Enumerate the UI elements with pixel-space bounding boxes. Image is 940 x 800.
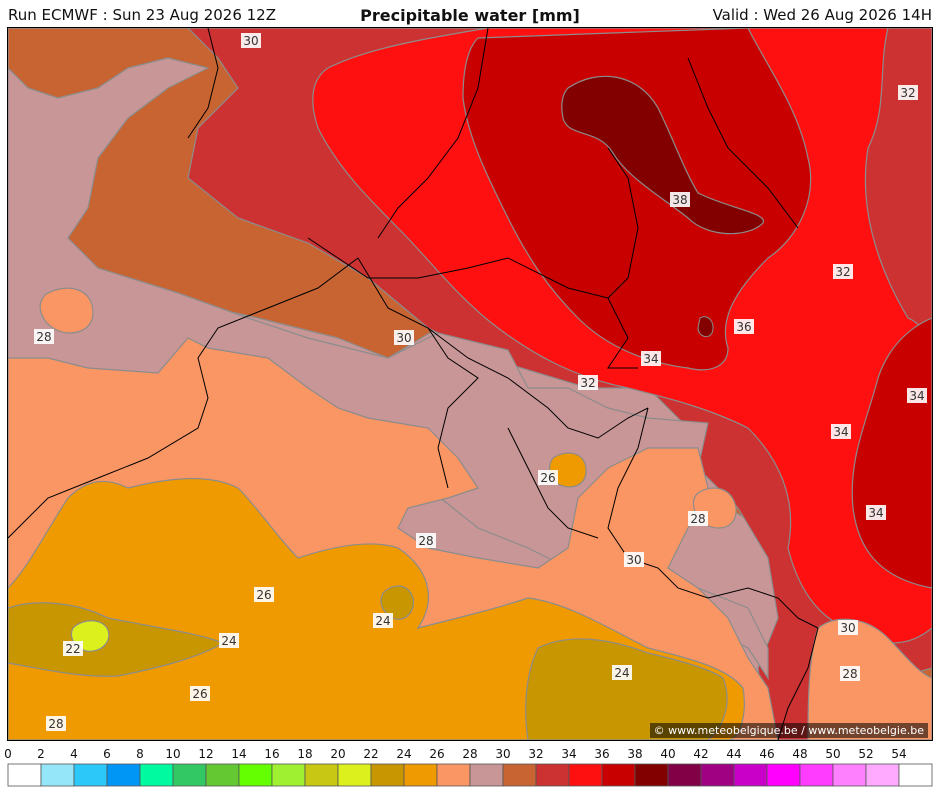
legend-swatch: [403, 763, 438, 787]
contour-label: 26: [256, 588, 271, 602]
legend-swatch: [40, 763, 75, 787]
legend-tick-label: 32: [528, 747, 543, 761]
map-title: Precipitable water [mm]: [360, 6, 580, 25]
contour-label: 30: [243, 34, 258, 48]
legend-tick-label: 14: [231, 747, 246, 761]
legend-swatch: [535, 763, 570, 787]
legend-tick-label: 52: [858, 747, 873, 761]
legend-swatch: [799, 763, 834, 787]
contour-label: 32: [580, 376, 595, 390]
precipitable-water-map: 30 32 38 32 36 34 28 30 32 34 34 34 26 2…: [7, 27, 933, 741]
legend-tick-label: 8: [136, 747, 144, 761]
legend-swatch: [700, 763, 735, 787]
color-legend: 0 2 4 6 8 10 12 14 16 18 20 22 24 26 28 30 32 34 36 38 40 42 4…: [0, 744, 940, 800]
contour-label: 28: [690, 512, 705, 526]
legend-tick-label: 42: [693, 747, 708, 761]
legend-swatch: [898, 763, 933, 787]
contour-label: 24: [221, 634, 236, 648]
contour-label: 32: [900, 86, 915, 100]
contour-label: 38: [672, 193, 687, 207]
legend-swatch: [205, 763, 240, 787]
legend-tick-label: 46: [759, 747, 774, 761]
legend-tick-label: 16: [264, 747, 279, 761]
zone-22-24-mid: [380, 585, 415, 620]
legend-tick-label: 2: [37, 747, 45, 761]
legend-swatch: [832, 763, 867, 787]
legend-swatch: [370, 763, 405, 787]
legend-tick-label: 18: [297, 747, 312, 761]
contour-label: 22: [65, 642, 80, 656]
contour-label: 34: [909, 389, 924, 403]
contour-label: 28: [36, 330, 51, 344]
legend-swatch: [733, 763, 768, 787]
contour-label: 34: [643, 352, 658, 366]
legend-tick-label: 22: [363, 747, 378, 761]
legend-swatch: [865, 763, 900, 787]
legend-tick-label: 28: [462, 747, 477, 761]
legend-tick-label: 12: [198, 747, 213, 761]
zone-26-28-northwest: [39, 287, 94, 334]
contour-label: 36: [736, 320, 751, 334]
contour-label: 28: [418, 534, 433, 548]
zone-36-38-east: [851, 317, 932, 589]
legend-tick-label: 48: [792, 747, 807, 761]
contour-label: 24: [375, 614, 390, 628]
contour-label: 30: [840, 621, 855, 635]
zone-38-40: [561, 75, 764, 235]
legend-tick-label: 50: [825, 747, 840, 761]
legend-swatch: [634, 763, 669, 787]
legend-swatch: [139, 763, 174, 787]
legend-tick-label: 40: [660, 747, 675, 761]
contour-labels: 30 32 38 32 36 34 28 30 32 34 34 34 26 2…: [34, 33, 927, 731]
legend-tick-label: 44: [726, 747, 741, 761]
zone-22-24-south: [525, 638, 728, 740]
legend-tick-label: 26: [429, 747, 444, 761]
legend-swatch: [766, 763, 801, 787]
legend-swatch: [436, 763, 471, 787]
legend-tick-label: 38: [627, 747, 642, 761]
legend-tick-label: 24: [396, 747, 411, 761]
zone-36-38: [462, 28, 812, 371]
legend-swatch: [7, 763, 42, 787]
legend-swatch: [601, 763, 636, 787]
credit-text: © www.meteobelgique.be / www.meteobelgie…: [649, 723, 928, 738]
contour-label: 30: [396, 331, 411, 345]
legend-tick-label: 6: [103, 747, 111, 761]
contour-label: 26: [192, 687, 207, 701]
legend-tick-label: 30: [495, 747, 510, 761]
legend-swatch: [271, 763, 306, 787]
legend-tick-label: 54: [891, 747, 906, 761]
country-borders: [8, 28, 819, 740]
contour-label: 24: [614, 666, 629, 680]
legend-tick-label: 34: [561, 747, 576, 761]
legend-tick-label: 20: [330, 747, 345, 761]
run-info: Run ECMWF : Sun 23 Aug 2026 12Z: [8, 6, 276, 24]
legend-swatch: [106, 763, 141, 787]
legend-swatch: [667, 763, 702, 787]
legend-tick-label: 4: [70, 747, 78, 761]
contour-label: 34: [868, 506, 883, 520]
legend-canvas: 0 2 4 6 8 10 12 14 16 18 20 22 24 26 28 30 32 34 36 38 40 42 4…: [4, 747, 933, 787]
legend-swatch: [304, 763, 339, 787]
valid-time: Valid : Wed 26 Aug 2026 14H: [712, 6, 932, 24]
contour-label: 28: [842, 667, 857, 681]
contour-label: 34: [833, 425, 848, 439]
contour-label: 26: [540, 471, 555, 485]
contour-label: 30: [626, 553, 641, 567]
legend-swatch: [568, 763, 603, 787]
legend-swatch: [337, 763, 372, 787]
legend-tick-label: 36: [594, 747, 609, 761]
legend-swatch: [469, 763, 504, 787]
legend-swatch: [172, 763, 207, 787]
legend-swatch: [238, 763, 273, 787]
contour-label: 28: [48, 717, 63, 731]
legend-tick-label: 0: [4, 747, 12, 761]
zone-38-40-small: [697, 316, 714, 338]
legend-swatch: [502, 763, 537, 787]
legend-tick-label: 10: [165, 747, 180, 761]
legend-swatch: [73, 763, 108, 787]
contour-label: 32: [835, 265, 850, 279]
map-canvas: 30 32 38 32 36 34 28 30 32 34 34 34 26 2…: [8, 28, 932, 740]
